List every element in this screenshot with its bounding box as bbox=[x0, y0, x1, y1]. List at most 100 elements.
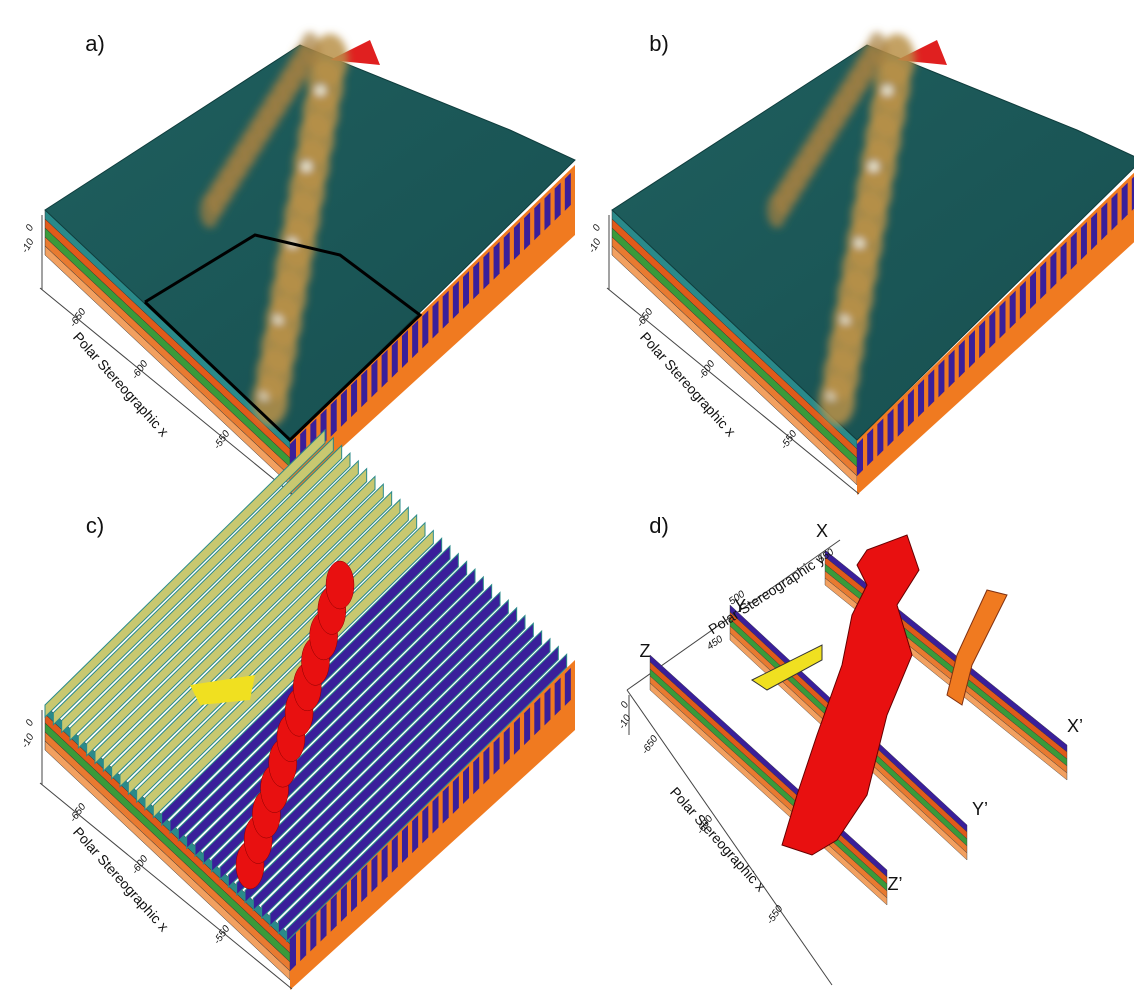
slice bbox=[433, 301, 439, 339]
slice bbox=[494, 737, 500, 775]
slice bbox=[514, 222, 520, 260]
slice bbox=[1040, 261, 1046, 299]
slice bbox=[534, 202, 540, 240]
slice bbox=[1081, 222, 1087, 260]
highlight bbox=[302, 162, 312, 172]
slice bbox=[1061, 242, 1067, 280]
slice bbox=[453, 281, 459, 319]
panel-label: b) bbox=[649, 31, 669, 56]
section-label: Y bbox=[734, 596, 746, 616]
slice bbox=[422, 805, 428, 843]
slice bbox=[402, 825, 408, 863]
slice bbox=[898, 399, 904, 437]
slice bbox=[959, 340, 965, 378]
z-tick-label: 0 bbox=[24, 718, 37, 729]
section-label: Y’ bbox=[972, 799, 988, 819]
slice bbox=[979, 320, 985, 358]
slice bbox=[969, 330, 975, 368]
slice bbox=[565, 668, 571, 706]
slice bbox=[412, 815, 418, 853]
slice bbox=[371, 359, 377, 397]
slice bbox=[331, 894, 337, 932]
slice bbox=[1020, 281, 1026, 319]
slice bbox=[341, 884, 347, 922]
slice bbox=[422, 310, 428, 348]
slice bbox=[402, 330, 408, 368]
section-label: X’ bbox=[1067, 716, 1083, 736]
slice bbox=[555, 678, 561, 716]
slice bbox=[1050, 251, 1056, 289]
slice bbox=[918, 379, 924, 417]
body bbox=[326, 561, 354, 609]
highlight bbox=[869, 162, 879, 172]
slice bbox=[412, 320, 418, 358]
x-tick-label: -550 bbox=[212, 923, 233, 946]
z-tick-label: -10 bbox=[587, 237, 604, 255]
slice bbox=[351, 379, 357, 417]
page: {"panels": [ {"label": "a)", "z_ticks": … bbox=[0, 0, 1134, 990]
x-tick-label: -650 bbox=[68, 306, 89, 329]
slice bbox=[382, 845, 388, 883]
slice bbox=[1122, 183, 1128, 221]
slice bbox=[544, 687, 550, 725]
slice bbox=[544, 192, 550, 230]
slice bbox=[433, 796, 439, 834]
slice bbox=[877, 418, 883, 456]
panel-label: d) bbox=[649, 513, 669, 538]
slice bbox=[1000, 301, 1006, 339]
x-tick-label: -650 bbox=[635, 306, 656, 329]
x-tick-label: -600 bbox=[697, 358, 718, 381]
z-tick-label: 0 bbox=[619, 700, 632, 711]
slice bbox=[473, 756, 479, 794]
slice bbox=[310, 913, 316, 951]
slice bbox=[473, 261, 479, 299]
x-tick-label: -650 bbox=[68, 801, 89, 824]
panel-label: c) bbox=[86, 513, 104, 538]
slice bbox=[483, 251, 489, 289]
slice bbox=[504, 232, 510, 270]
slice bbox=[361, 369, 367, 407]
slice bbox=[524, 707, 530, 745]
ridge-blob bbox=[300, 32, 320, 68]
panel-label: a) bbox=[85, 31, 105, 56]
slice bbox=[565, 173, 571, 211]
x-tick-label: -550 bbox=[765, 903, 786, 926]
slice bbox=[555, 183, 561, 221]
slice bbox=[483, 746, 489, 784]
slice bbox=[1091, 212, 1097, 250]
section-label: X bbox=[816, 521, 828, 541]
slice bbox=[1030, 271, 1036, 309]
z-tick-label: 0 bbox=[24, 223, 37, 234]
x-axis-title: Polar Stereographic x bbox=[667, 784, 769, 895]
section-label: Z’ bbox=[888, 874, 903, 894]
slice bbox=[290, 933, 296, 971]
slice bbox=[534, 697, 540, 735]
slice bbox=[392, 835, 398, 873]
slice bbox=[514, 717, 520, 755]
slice bbox=[321, 904, 327, 942]
slice bbox=[443, 291, 449, 329]
slice bbox=[463, 271, 469, 309]
highlight bbox=[882, 85, 892, 95]
panel: 0-10-650-600-550Polar Stereographic xc) bbox=[20, 430, 575, 990]
z-tick-label: -10 bbox=[20, 237, 37, 255]
slice bbox=[1071, 232, 1077, 270]
z-tick-label: -10 bbox=[617, 713, 634, 731]
z-tick-label: 0 bbox=[591, 223, 604, 234]
slice bbox=[453, 776, 459, 814]
slice bbox=[524, 212, 530, 250]
y-axis-title: Polar Stereographic y bbox=[705, 551, 827, 638]
slice bbox=[1010, 291, 1016, 329]
slice bbox=[908, 389, 914, 427]
x-tick-label: -550 bbox=[779, 428, 800, 451]
z-tick-label: -10 bbox=[20, 732, 37, 750]
slice bbox=[867, 428, 873, 466]
x-tick-label: -600 bbox=[130, 358, 151, 381]
slice bbox=[382, 350, 388, 388]
x-tick-label: -600 bbox=[130, 853, 151, 876]
slice bbox=[494, 242, 500, 280]
panel: 0-10-650-600-550Polar Stereographic xa) bbox=[20, 31, 575, 495]
slice bbox=[371, 854, 377, 892]
slice bbox=[351, 874, 357, 912]
